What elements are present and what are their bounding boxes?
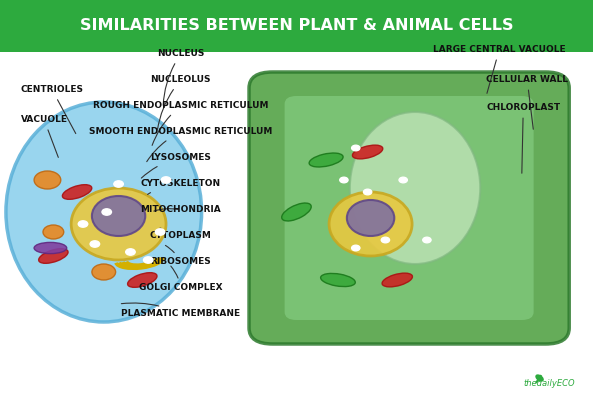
Circle shape <box>352 245 360 251</box>
Text: thedailyECO: thedailyECO <box>524 379 575 388</box>
Text: NUCLEOLUS: NUCLEOLUS <box>151 76 211 129</box>
FancyBboxPatch shape <box>284 96 533 320</box>
Text: SMOOTH ENDOPLASMIC RETICULUM: SMOOTH ENDOPLASMIC RETICULUM <box>89 128 272 162</box>
Text: CYTOSKELETON: CYTOSKELETON <box>141 180 221 194</box>
Ellipse shape <box>38 249 68 263</box>
Text: MITOCHONDRIA: MITOCHONDRIA <box>140 206 221 214</box>
Circle shape <box>161 177 171 183</box>
Ellipse shape <box>6 102 202 322</box>
Circle shape <box>143 257 153 263</box>
Ellipse shape <box>92 264 116 280</box>
Ellipse shape <box>382 273 412 287</box>
Ellipse shape <box>535 374 544 382</box>
Ellipse shape <box>71 188 166 260</box>
Ellipse shape <box>34 242 67 254</box>
Circle shape <box>364 189 372 195</box>
Ellipse shape <box>350 112 480 264</box>
Text: GOLGI COMPLEX: GOLGI COMPLEX <box>139 266 223 292</box>
Ellipse shape <box>347 200 394 236</box>
Ellipse shape <box>281 203 311 221</box>
Text: RIBOSOMES: RIBOSOMES <box>151 246 211 266</box>
Ellipse shape <box>352 145 383 159</box>
Text: CENTRIOLES: CENTRIOLES <box>21 86 84 134</box>
Text: LARGE CENTRAL VACUOLE: LARGE CENTRAL VACUOLE <box>433 46 565 93</box>
Circle shape <box>126 249 135 255</box>
Ellipse shape <box>329 192 412 256</box>
Text: CELLULAR WALL: CELLULAR WALL <box>486 76 568 129</box>
Circle shape <box>423 237 431 243</box>
Circle shape <box>399 177 407 183</box>
FancyBboxPatch shape <box>249 72 569 344</box>
Ellipse shape <box>92 196 145 236</box>
Ellipse shape <box>309 153 343 167</box>
Circle shape <box>155 229 165 235</box>
Text: VACUOLE: VACUOLE <box>21 116 68 158</box>
Text: CHLOROPLAST: CHLOROPLAST <box>486 104 560 173</box>
Circle shape <box>90 241 100 247</box>
Text: SIMILARITIES BETWEEN PLANT & ANIMAL CELLS: SIMILARITIES BETWEEN PLANT & ANIMAL CELL… <box>80 18 513 34</box>
Text: LYSOSOMES: LYSOSOMES <box>142 154 211 178</box>
Circle shape <box>381 237 389 243</box>
Circle shape <box>114 181 124 187</box>
Circle shape <box>102 209 112 215</box>
Ellipse shape <box>128 273 157 287</box>
Text: PLASMATIC MEMBRANE: PLASMATIC MEMBRANE <box>121 303 241 318</box>
Text: ROUGH ENDOPLASMIC RETICULUM: ROUGH ENDOPLASMIC RETICULUM <box>93 102 269 145</box>
Text: CYTOPLASM: CYTOPLASM <box>150 228 212 240</box>
Ellipse shape <box>43 225 64 239</box>
Ellipse shape <box>34 171 61 189</box>
Circle shape <box>78 221 88 227</box>
FancyBboxPatch shape <box>0 0 593 52</box>
Ellipse shape <box>62 185 92 199</box>
Circle shape <box>340 177 348 183</box>
Circle shape <box>352 145 360 151</box>
Text: NUCLEUS: NUCLEUS <box>157 50 205 105</box>
Ellipse shape <box>320 274 355 286</box>
